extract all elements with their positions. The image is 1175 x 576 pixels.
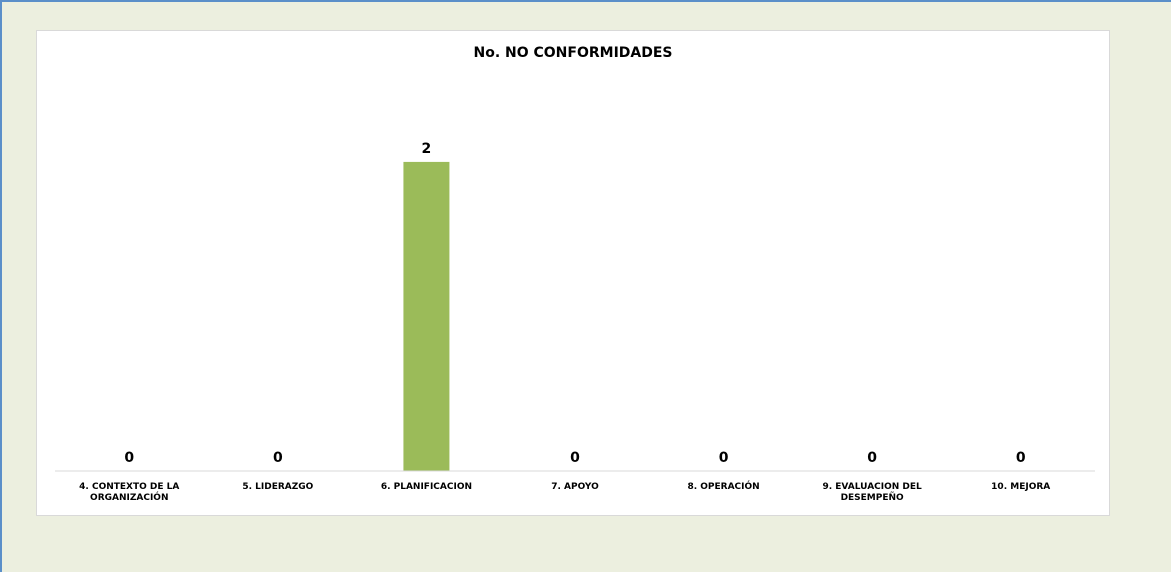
bar-chart: No. NO CONFORMIDADES 0 0 2 0 0 0 0 4. CONTEXTO…	[55, 45, 1095, 503]
bars-layer	[403, 161, 450, 471]
data-label-7: 0	[1016, 450, 1026, 466]
x-tick-label-line: 10. MEJORA	[991, 482, 1050, 492]
x-tick-label-line: ORGANIZACIÓN	[90, 491, 168, 503]
x-tick-label-line: 6. PLANIFICACION	[381, 482, 472, 492]
x-tick-label-7: 10. MEJORA	[991, 482, 1050, 492]
data-label-3: 2	[422, 141, 432, 157]
x-tick-label-6: 9. EVALUACION DEL DESEMPEÑO	[822, 482, 922, 503]
x-tick-label-2: 5. LIDERAZGO	[242, 482, 313, 492]
x-tick-label-3: 6. PLANIFICACION	[381, 482, 472, 492]
x-tick-label-line: 9. EVALUACION DEL	[822, 482, 922, 492]
chart-area: No. NO CONFORMIDADES 0 0 2 0 0 0 0 4. CONTEXTO…	[36, 30, 1110, 516]
x-tick-label-line: DESEMPEÑO	[841, 492, 904, 503]
x-tick-labels-layer: 4. CONTEXTO DE LA ORGANIZACIÓN 5. LIDERAZG…	[79, 480, 1050, 503]
x-tick-label-5: 8. OPERACIÓN	[687, 480, 759, 492]
x-tick-label-line: 4. CONTEXTO DE LA	[79, 482, 179, 492]
data-label-2: 0	[273, 450, 283, 466]
x-tick-label-line: 5. LIDERAZGO	[242, 482, 313, 492]
x-tick-label-line: 8. OPERACIÓN	[687, 480, 759, 492]
data-label-5: 0	[719, 450, 729, 466]
data-label-6: 0	[867, 450, 877, 466]
chart-title: No. NO CONFORMIDADES	[473, 45, 672, 61]
data-label-1: 0	[124, 450, 134, 466]
data-labels-layer: 0 0 2 0 0 0 0	[124, 141, 1025, 466]
x-tick-label-4: 7. APOYO	[551, 482, 599, 492]
x-tick-label-line: 7. APOYO	[551, 482, 599, 492]
x-tick-label-1: 4. CONTEXTO DE LA ORGANIZACIÓN	[79, 482, 179, 503]
data-label-4: 0	[570, 450, 580, 466]
bar-3	[403, 161, 450, 471]
